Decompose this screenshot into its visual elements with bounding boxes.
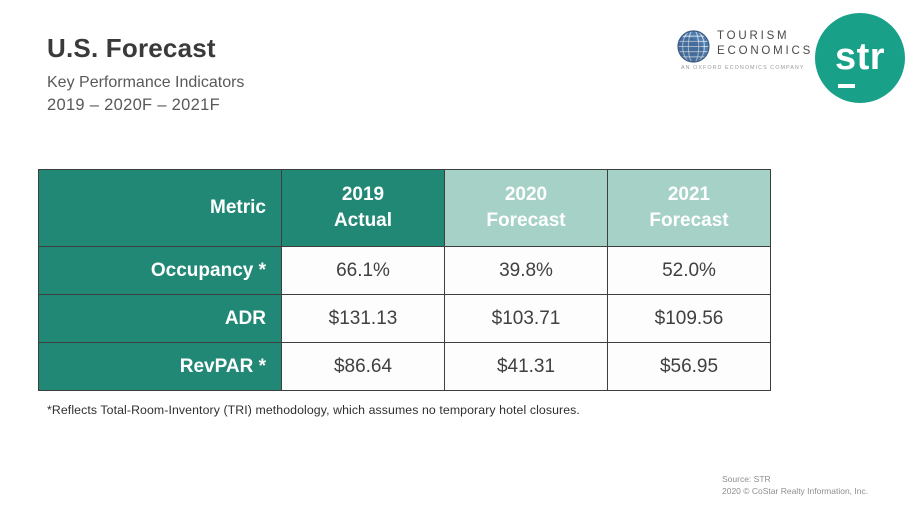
header-2019-actual: 2019 Actual <box>281 169 445 247</box>
header-2020-line2: Forecast <box>486 210 566 231</box>
adr-2021-value: $109.56 <box>607 294 771 343</box>
tourism-economics-row: TOURISM ECONOMICS <box>677 29 810 68</box>
page-subtitle: Key Performance Indicators <box>47 74 245 91</box>
header-2019-line1: 2019 <box>341 184 385 205</box>
table-row-revpar: RevPAR * $86.64 $41.31 $56.95 <box>38 342 771 391</box>
tourism-economics-line1: TOURISM <box>717 30 790 42</box>
period-range: 2019 – 2020F – 2021F <box>47 96 220 114</box>
row-label-adr: ADR <box>38 294 282 343</box>
occupancy-2019-value: 66.1% <box>281 246 445 295</box>
table-row-adr: ADR $131.13 $103.71 $109.56 <box>38 294 771 343</box>
str-logo: str <box>815 13 905 103</box>
header-2019-line2: Actual <box>333 210 393 231</box>
globe-icon <box>677 30 710 68</box>
adr-2019-value: $131.13 <box>281 294 445 343</box>
revpar-2019-value: $86.64 <box>281 342 445 391</box>
str-logo-underline <box>838 84 855 88</box>
table-row-occupancy: Occupancy * 66.1% 39.8% 52.0% <box>38 246 771 295</box>
tourism-economics-wordmark: TOURISM ECONOMICS <box>717 29 813 59</box>
occupancy-2020-value: 39.8% <box>444 246 608 295</box>
row-label-occupancy: Occupancy * <box>38 246 282 295</box>
tourism-economics-tagline: AN OXFORD ECONOMICS COMPANY <box>681 65 805 71</box>
header-2021-line1: 2021 <box>667 184 711 205</box>
header-2021-forecast: 2021 Forecast <box>607 169 771 247</box>
str-logo-text: str <box>834 36 886 78</box>
revpar-2021-value: $56.95 <box>607 342 771 391</box>
tourism-economics-line2: ECONOMICS <box>717 45 814 57</box>
footnote: *Reflects Total-Room-Inventory (TRI) met… <box>47 403 580 417</box>
revpar-2020-value: $41.31 <box>444 342 608 391</box>
adr-2020-value: $103.71 <box>444 294 608 343</box>
occupancy-2021-value: 52.0% <box>607 246 771 295</box>
source-line1: Source: STR <box>722 474 771 484</box>
tourism-economics-logo: TOURISM ECONOMICS AN OXFORD ECONOMICS CO… <box>677 29 810 77</box>
table-header-row: Metric 2019 Actual 2020 Forecast 2021 Fo… <box>38 169 771 247</box>
page-title: U.S. Forecast <box>47 33 216 63</box>
source-note: Source: STR 2020 © CoStar Realty Informa… <box>722 474 868 497</box>
source-line2: 2020 © CoStar Realty Information, Inc. <box>722 485 869 496</box>
row-label-revpar: RevPAR * <box>38 342 282 391</box>
header-metric: Metric <box>38 169 282 247</box>
kpi-table: Metric 2019 Actual 2020 Forecast 2021 Fo… <box>38 169 771 391</box>
header-2021-line2: Forecast <box>649 210 729 231</box>
header-2020-forecast: 2020 Forecast <box>444 169 608 247</box>
header-2020-line1: 2020 <box>504 184 548 205</box>
title-block: U.S. Forecast Key Performance Indicators… <box>47 33 244 115</box>
